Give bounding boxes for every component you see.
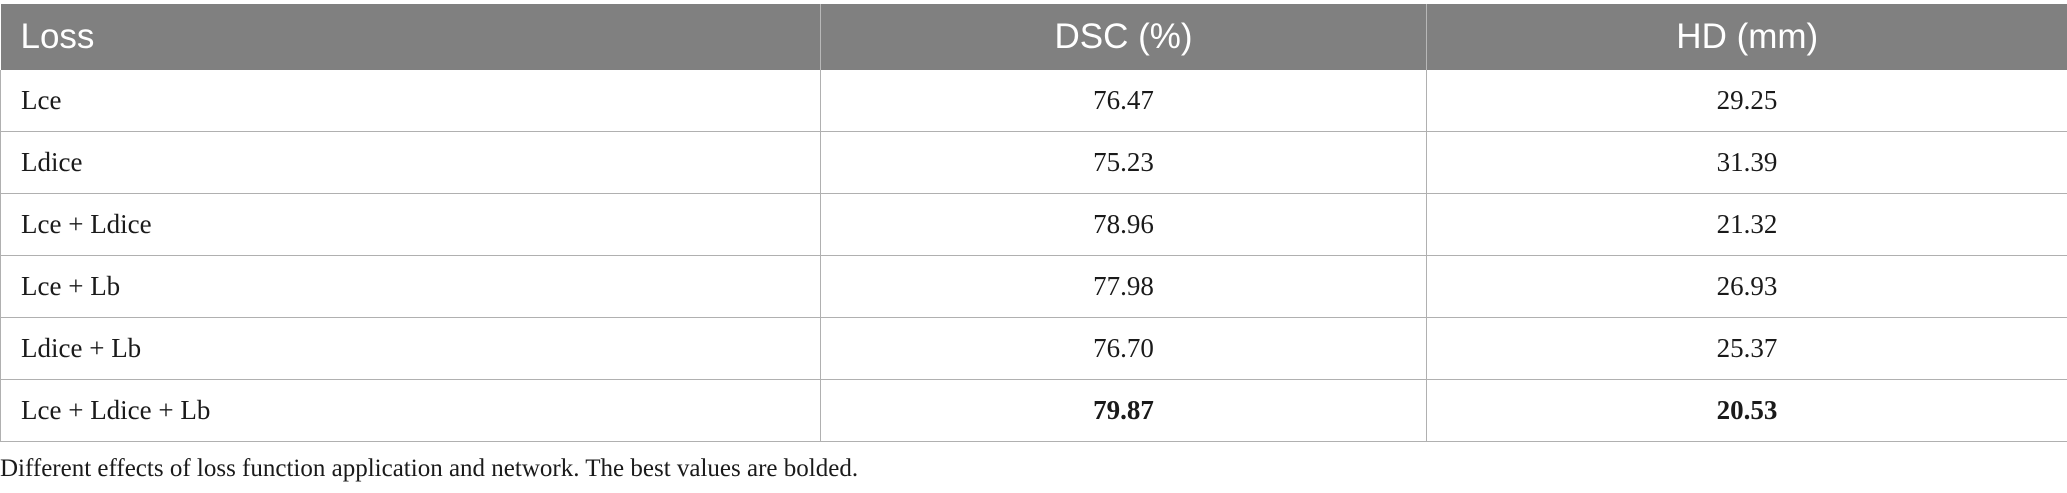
cell-dsc-best: 79.87 xyxy=(820,379,1427,442)
cell-hd: 21.32 xyxy=(1426,193,2067,256)
cell-hd: 29.25 xyxy=(1426,70,2067,132)
cell-dsc: 78.96 xyxy=(820,193,1427,256)
cell-loss: Lce + Lb xyxy=(0,255,821,318)
table-row: Ldice + Lb 76.70 25.37 xyxy=(0,317,2067,380)
cell-hd: 25.37 xyxy=(1426,317,2067,380)
cell-loss: Lce + Ldice xyxy=(0,193,821,256)
cell-hd: 26.93 xyxy=(1426,255,2067,318)
cell-loss: Lce xyxy=(0,70,821,132)
loss-comparison-table: Loss DSC (%) HD (mm) Lce 76.47 29.25 Ldi… xyxy=(0,4,2067,442)
cell-dsc: 77.98 xyxy=(820,255,1427,318)
table-row: Ldice 75.23 31.39 xyxy=(0,131,2067,194)
cell-hd: 31.39 xyxy=(1426,131,2067,194)
header-dsc: DSC (%) xyxy=(820,4,1427,70)
table-header: Loss DSC (%) HD (mm) xyxy=(0,4,2067,70)
cell-dsc: 76.47 xyxy=(820,70,1427,132)
table-caption: Different effects of loss function appli… xyxy=(0,455,859,482)
cell-dsc: 75.23 xyxy=(820,131,1427,194)
table-row: Lce + Lb 77.98 26.93 xyxy=(0,255,2067,318)
table-row: Lce + Ldice 78.96 21.32 xyxy=(0,193,2067,256)
cell-loss: Ldice xyxy=(0,131,821,194)
header-loss: Loss xyxy=(0,4,821,70)
table-row: Lce 76.47 29.25 xyxy=(0,70,2067,132)
cell-loss: Ldice + Lb xyxy=(0,317,821,380)
cell-dsc: 76.70 xyxy=(820,317,1427,380)
cell-hd-best: 20.53 xyxy=(1426,379,2067,442)
header-hd: HD (mm) xyxy=(1426,4,2067,70)
table-body: Lce 76.47 29.25 Ldice 75.23 31.39 Lce + … xyxy=(0,70,2067,442)
results-table-container: Loss DSC (%) HD (mm) Lce 76.47 29.25 Ldi… xyxy=(0,4,2067,442)
table-row-best: Lce + Ldice + Lb 79.87 20.53 xyxy=(0,379,2067,442)
header-row: Loss DSC (%) HD (mm) xyxy=(0,4,2067,70)
cell-loss: Lce + Ldice + Lb xyxy=(0,379,821,442)
